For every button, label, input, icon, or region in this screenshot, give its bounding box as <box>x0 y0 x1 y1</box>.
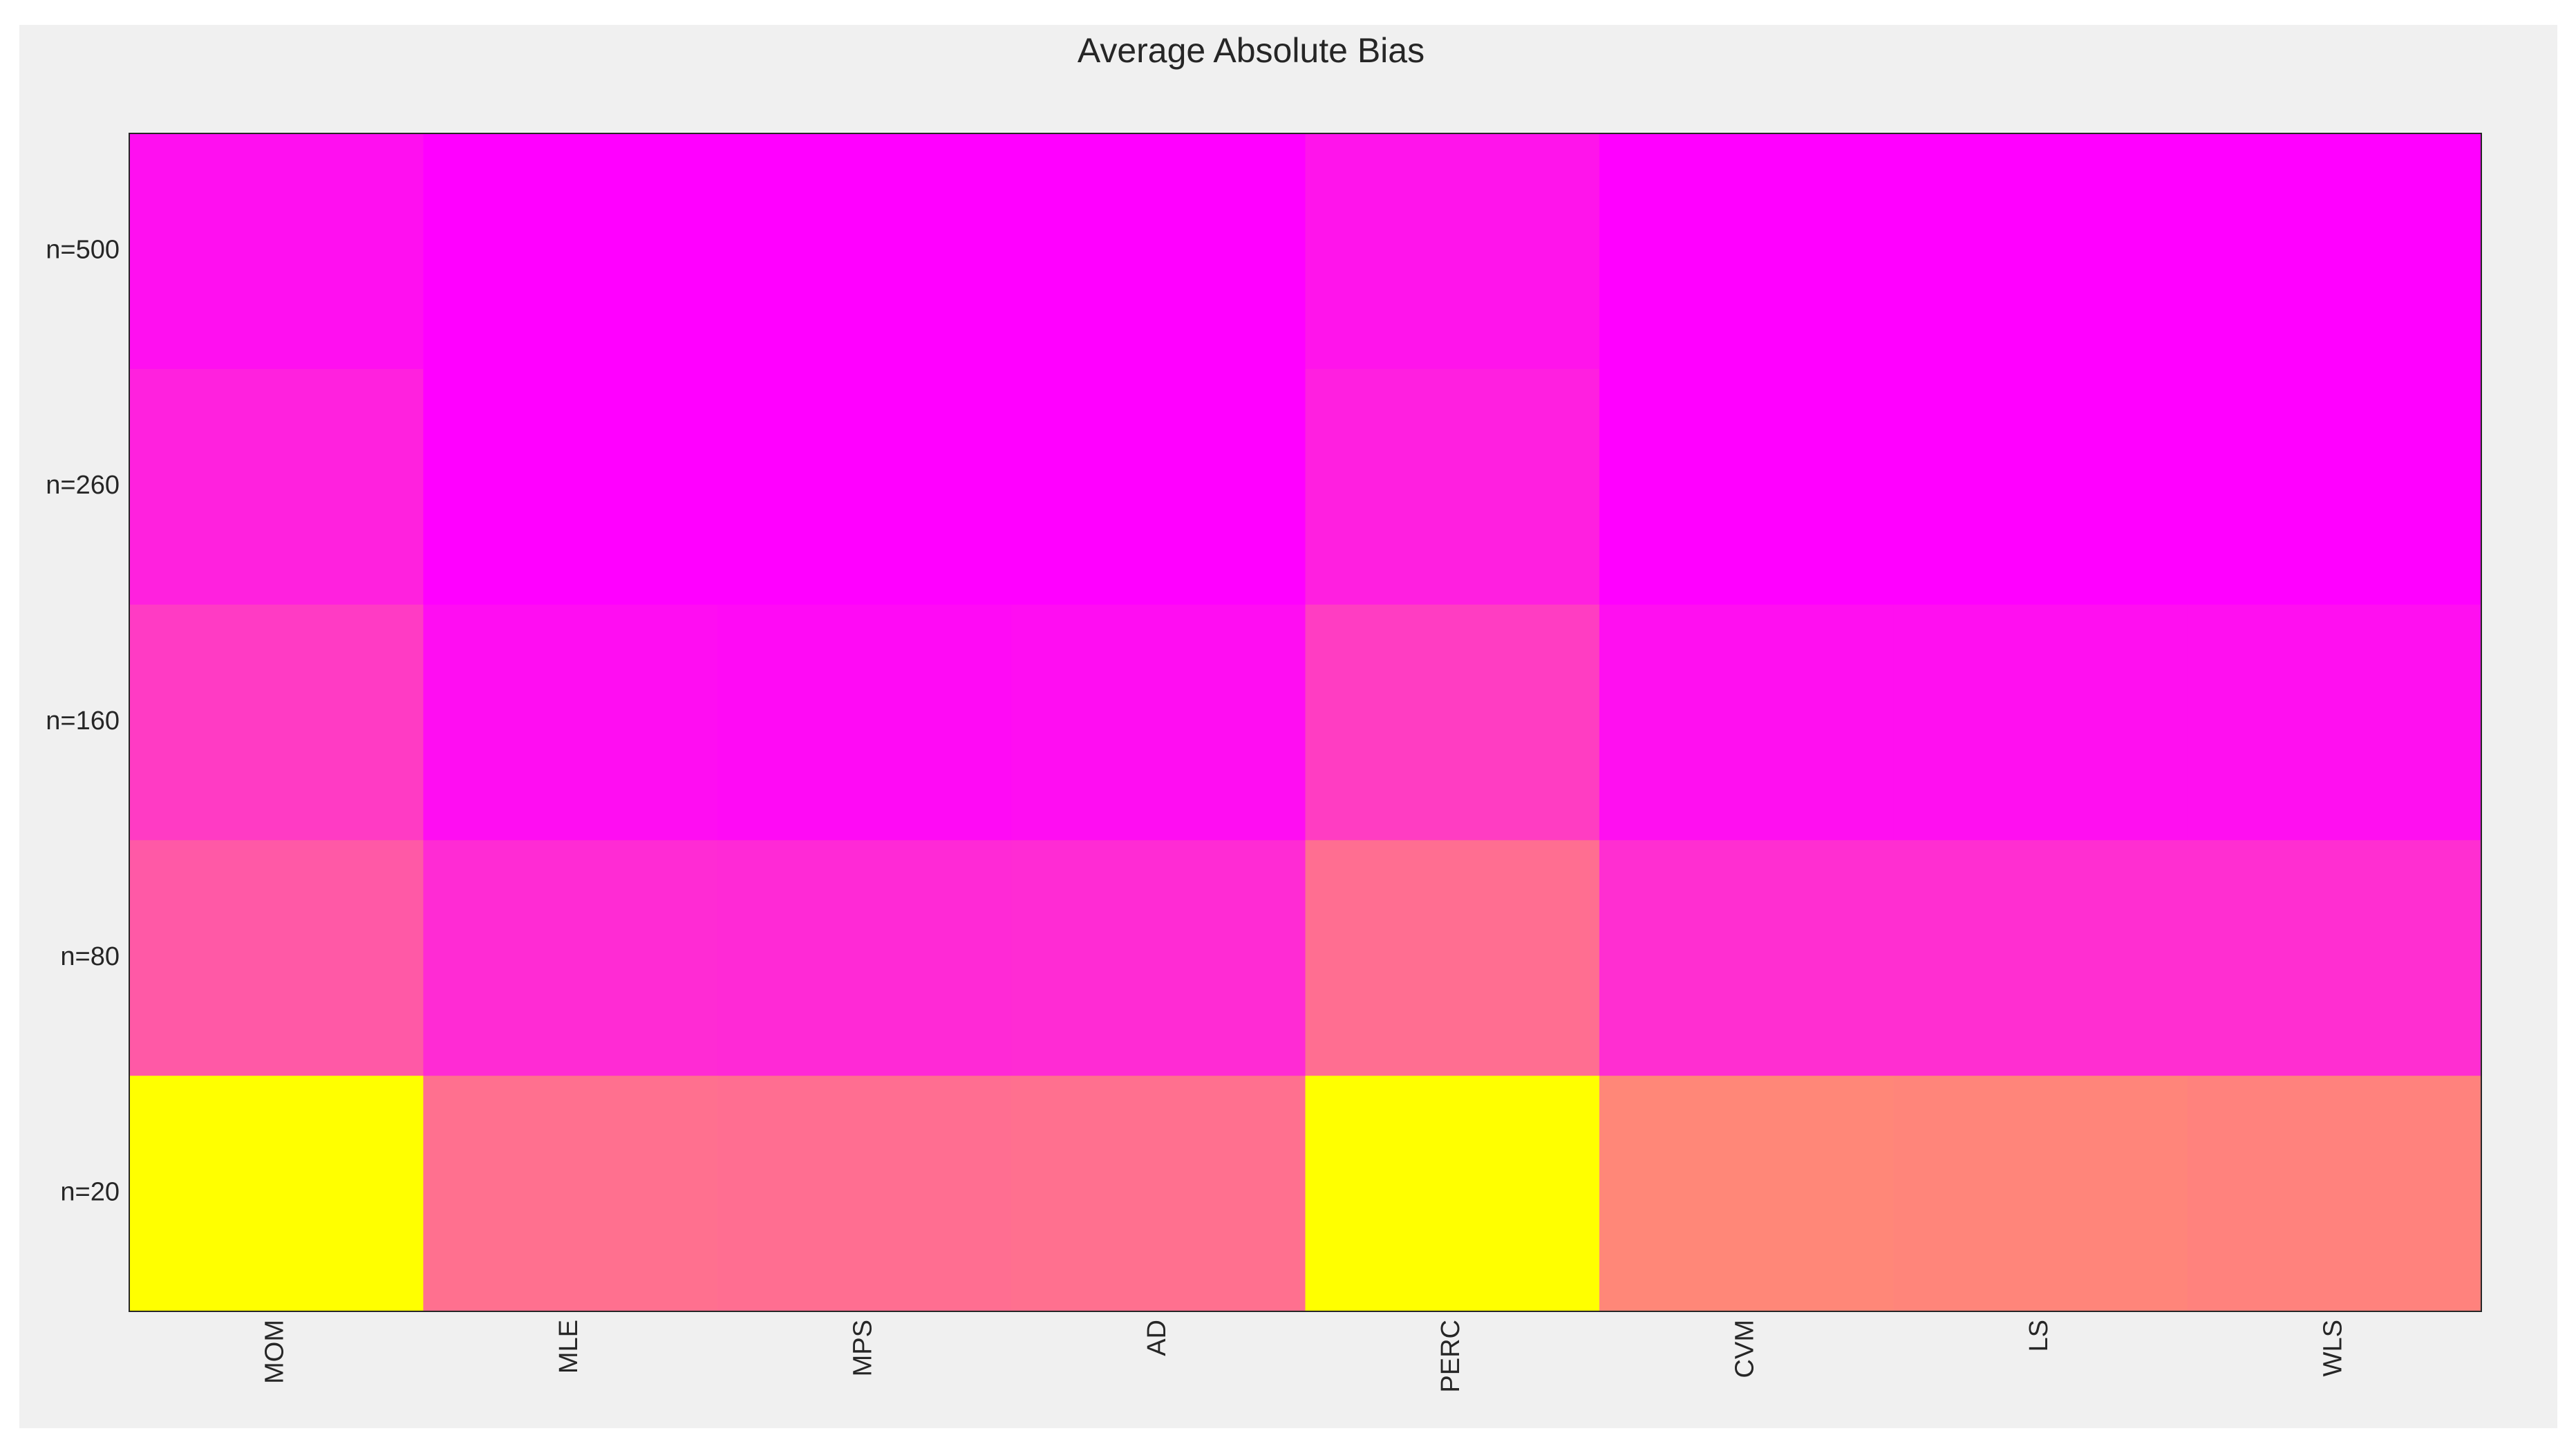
x-tick-label: MPS <box>848 1320 877 1376</box>
heatmap-cell <box>1011 1076 1306 1312</box>
heatmap-cell <box>1893 133 2188 370</box>
heatmap-cell <box>1305 368 1600 606</box>
y-axis-ticks: n=500 n=260 n=160 n=80 n=20 <box>46 235 120 1206</box>
heatmap-cell <box>1599 604 1894 841</box>
heatmap-cell <box>2187 840 2482 1076</box>
heatmap-cell <box>1011 133 1306 370</box>
heatmap-cell <box>717 1076 1012 1312</box>
x-tick-label: MLE <box>554 1320 583 1374</box>
heatmap-cell <box>423 840 718 1076</box>
heatmap-cell <box>2187 604 2482 841</box>
heatmap-cell <box>129 604 424 841</box>
heatmap-cell <box>129 1076 424 1312</box>
chart-title: Average Absolute Bias <box>1078 31 1425 70</box>
heatmap-cell <box>423 133 718 370</box>
heatmap-cell <box>1893 368 2188 606</box>
x-tick-label: AD <box>1143 1320 1172 1356</box>
heatmap-cell <box>129 368 424 606</box>
heatmap-cell <box>1599 133 1894 370</box>
heatmap-cell <box>1599 1076 1894 1312</box>
heatmap-cell <box>717 604 1012 841</box>
plot-frame <box>129 133 2482 1312</box>
heatmap-cells <box>129 133 2482 1312</box>
heatmap-cell <box>1305 840 1600 1076</box>
y-tick-label: n=80 <box>60 942 120 971</box>
heatmap-cell <box>1599 368 1894 606</box>
heatmap-cell <box>423 368 718 606</box>
heatmap-cell <box>1893 1076 2188 1312</box>
heatmap-cell <box>1599 840 1894 1076</box>
heatmap-cell <box>717 368 1012 606</box>
x-tick-label: LS <box>2024 1320 2053 1351</box>
x-tick-label: WLS <box>2318 1320 2347 1376</box>
heatmap-cell <box>129 840 424 1076</box>
heatmap-cell <box>423 1076 718 1312</box>
heatmap-cell <box>1305 133 1600 370</box>
heatmap-cell <box>1011 604 1306 841</box>
heatmap-cell <box>2187 133 2482 370</box>
heatmap-cell <box>1893 840 2188 1076</box>
heatmap-cell <box>2187 1076 2482 1312</box>
x-tick-label: PERC <box>1436 1320 1465 1393</box>
x-tick-label: CVM <box>1731 1320 1760 1378</box>
y-tick-label: n=160 <box>46 706 120 736</box>
y-tick-label: n=260 <box>46 471 120 500</box>
y-tick-label: n=20 <box>60 1178 120 1207</box>
heatmap-cell <box>129 133 424 370</box>
x-axis-ticks: MOM MLE MPS AD PERC CVM LS WLS <box>261 1320 2348 1393</box>
heatmap-cell <box>423 604 718 841</box>
heatmap-cell <box>1305 1076 1600 1312</box>
heatmap-cell <box>1011 840 1306 1076</box>
heatmap-cell <box>1893 604 2188 841</box>
heatmap-cell <box>1011 368 1306 606</box>
heatmap-cell <box>717 133 1012 370</box>
heatmap-cell <box>2187 368 2482 606</box>
y-tick-label: n=500 <box>46 235 120 264</box>
x-tick-label: MOM <box>261 1320 290 1384</box>
heatmap-cell <box>1305 604 1600 841</box>
heatmap-cell <box>717 840 1012 1076</box>
